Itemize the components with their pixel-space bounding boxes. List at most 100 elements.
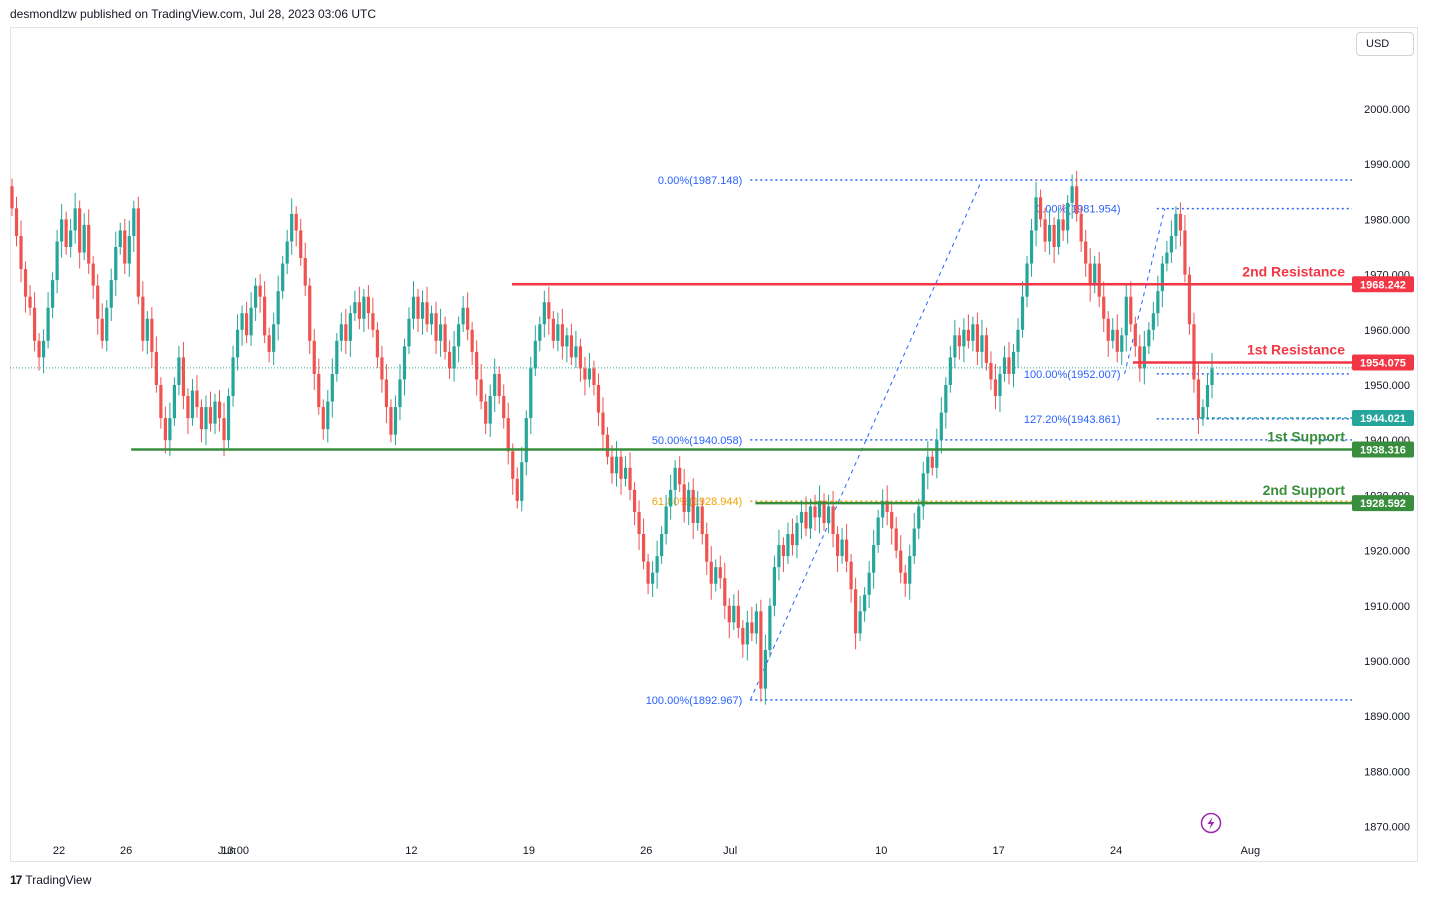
candle: [872, 529, 876, 589]
y-tick-label: 1910.000: [1364, 601, 1410, 613]
candle-body: [272, 324, 276, 352]
candle: [91, 255, 95, 299]
candle: [172, 377, 177, 426]
y-tick-label: 1950.000: [1364, 380, 1410, 392]
candle: [998, 366, 1002, 413]
candle: [614, 441, 619, 487]
candle-body: [538, 324, 542, 341]
candle: [249, 292, 253, 346]
candle-body: [285, 241, 289, 264]
candle-body: [235, 329, 240, 358]
candle: [908, 544, 912, 600]
candle: [515, 467, 519, 509]
candle: [434, 301, 438, 355]
candle-body: [592, 368, 596, 385]
candle-body: [759, 611, 763, 689]
candle: [1011, 344, 1016, 388]
candle: [177, 345, 181, 396]
candle-body: [1178, 213, 1183, 231]
candle-body: [457, 324, 461, 347]
candle: [673, 460, 677, 506]
candle: [592, 360, 596, 396]
candle: [1160, 255, 1164, 308]
tradingview-logo-icon: 17: [10, 873, 22, 887]
publish-info: desmondlzw published on TradingView.com,…: [10, 7, 376, 21]
candle-body: [817, 500, 822, 518]
price-tag-label: 1938.316: [1360, 444, 1406, 456]
candle: [1043, 207, 1047, 252]
candle: [1057, 207, 1061, 255]
candle: [831, 490, 835, 548]
candle-body: [529, 368, 533, 419]
candle: [443, 316, 447, 360]
candle: [569, 323, 573, 366]
candle-body: [73, 208, 77, 231]
candle: [402, 338, 407, 396]
candle-body: [326, 401, 330, 430]
footer-brand[interactable]: TradingView: [25, 873, 92, 887]
candle: [574, 330, 578, 368]
lightning-icon[interactable]: [1200, 812, 1222, 834]
candle: [560, 308, 564, 360]
candle: [682, 468, 686, 523]
candle-body: [258, 285, 262, 297]
candle-body: [835, 534, 840, 557]
candle: [641, 518, 646, 570]
candle-body: [1084, 241, 1088, 264]
candle: [506, 402, 510, 465]
candle-body: [899, 550, 903, 573]
candle-body: [344, 324, 348, 341]
candle: [1025, 255, 1029, 308]
candle-body: [894, 528, 898, 551]
candle-body: [398, 379, 402, 408]
candle: [754, 603, 758, 644]
candle: [19, 220, 23, 283]
y-tick-label: 1980.000: [1364, 214, 1410, 226]
y-tick-label: 1880.000: [1364, 766, 1410, 778]
candle-body: [565, 335, 569, 347]
candle: [1079, 206, 1083, 252]
candle: [759, 599, 763, 702]
candle-body: [605, 434, 610, 457]
fib-ext-level-label: 100.00%(1952.007): [1024, 369, 1121, 381]
candle: [867, 561, 871, 609]
candle: [479, 364, 483, 410]
candle-body: [881, 500, 885, 518]
candle-body: [799, 511, 804, 523]
candle-body: [863, 594, 867, 612]
candle: [980, 319, 984, 368]
candle-body: [141, 296, 145, 341]
candle-body: [1120, 335, 1124, 352]
candle-body: [885, 500, 889, 512]
currency-selector[interactable]: USD: [1356, 32, 1414, 56]
candle: [1097, 251, 1101, 308]
x-tick-label: 26: [640, 845, 652, 857]
candle-body: [19, 235, 23, 270]
candle: [1133, 316, 1137, 357]
candle-body: [299, 230, 303, 259]
candle-body: [303, 258, 307, 286]
candle: [118, 222, 122, 255]
candle: [1178, 202, 1183, 247]
candle-body: [407, 318, 411, 347]
candle: [326, 389, 330, 443]
footer: 17 TradingView: [10, 873, 91, 887]
candle-body: [1124, 296, 1128, 336]
candle-body: [520, 462, 524, 501]
candle-body: [1147, 329, 1151, 347]
candle: [930, 449, 934, 476]
candle-body: [1029, 230, 1034, 264]
candle-body: [741, 627, 745, 645]
x-tick-label: 13:00: [221, 845, 249, 857]
candle: [826, 494, 831, 534]
y-tick-label: 1870.000: [1364, 822, 1410, 834]
candle-body: [651, 572, 655, 584]
candle: [714, 559, 718, 592]
candle: [790, 518, 795, 556]
candle: [28, 285, 32, 316]
candle-body: [1097, 263, 1101, 297]
x-tick-label: Jul: [723, 845, 737, 857]
candle-body: [1016, 329, 1020, 352]
x-tick-label: Aug: [1241, 845, 1261, 857]
